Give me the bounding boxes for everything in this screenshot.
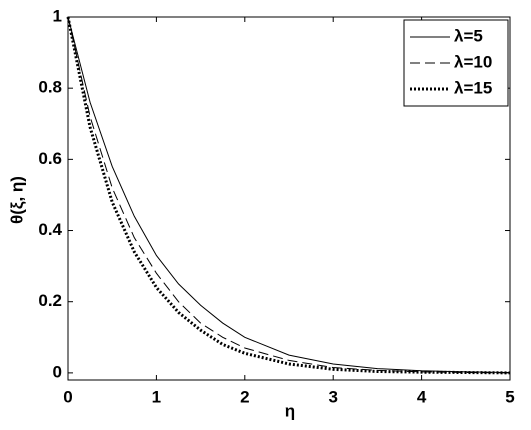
y-tick-label: 1 xyxy=(53,6,62,25)
series-line xyxy=(67,16,511,374)
plot-frame xyxy=(67,16,511,381)
y-tick-label: 0 xyxy=(53,362,62,381)
series-line xyxy=(66,16,511,375)
y-tick-label: 0.4 xyxy=(38,220,62,239)
x-tick-label: 3 xyxy=(328,387,337,406)
y-tick-label: 0.6 xyxy=(38,149,62,168)
y-tick-label: 0.8 xyxy=(38,78,62,97)
series-line xyxy=(67,16,511,374)
x-tick-label: 2 xyxy=(240,387,249,406)
legend-label: λ=15 xyxy=(454,78,492,97)
legend-label: λ=5 xyxy=(454,26,483,45)
y-tick-label: 0.2 xyxy=(38,291,62,310)
legend-box xyxy=(403,19,509,107)
x-tick-label: 4 xyxy=(417,387,427,406)
x-tick-label: 5 xyxy=(505,387,514,406)
y-axis-label: θ(ξ, η) xyxy=(7,176,26,224)
x-tick-label: 1 xyxy=(152,387,161,406)
legend-label: λ=10 xyxy=(454,52,492,71)
x-tick-label: 0 xyxy=(63,387,72,406)
x-axis-label: η xyxy=(285,401,295,420)
